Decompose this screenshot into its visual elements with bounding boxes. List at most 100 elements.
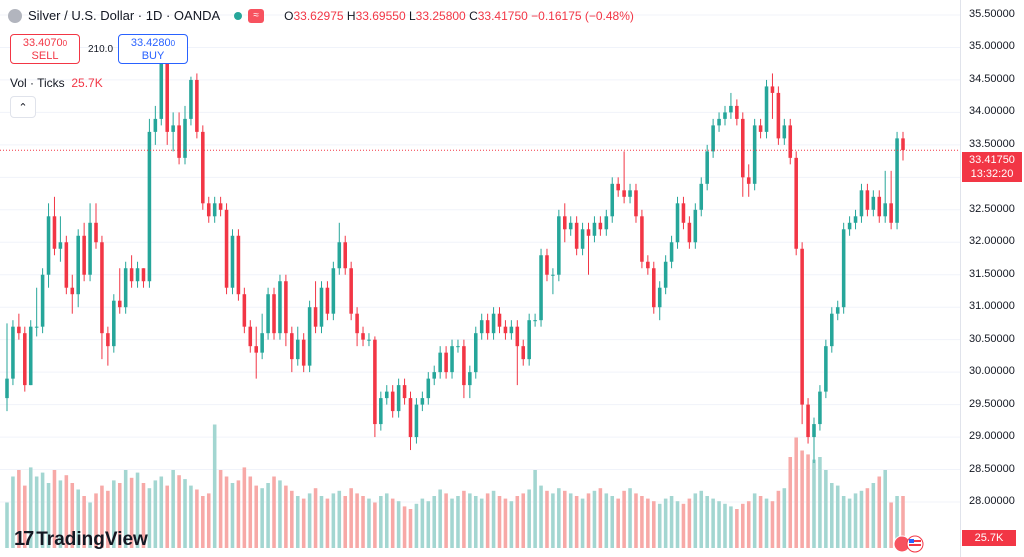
volume-bar (741, 503, 745, 548)
volume-bar (106, 490, 110, 548)
price-chart[interactable] (0, 0, 960, 557)
candle (663, 255, 668, 295)
candle-body (462, 346, 466, 386)
candle (562, 203, 567, 243)
candle (652, 261, 656, 314)
volume-bar (355, 493, 359, 548)
current-price-label: 33.41750 13:32:20 (962, 152, 1022, 182)
candle (847, 216, 852, 236)
volume-bar (349, 488, 353, 548)
candle-body (236, 235, 241, 295)
candle-body (367, 339, 371, 341)
volume-bar (533, 470, 537, 548)
candle-body (497, 313, 502, 327)
candle (853, 209, 858, 230)
candle-body (272, 294, 276, 334)
volume-bar (503, 498, 508, 548)
candle (877, 190, 882, 223)
volume-bar (313, 488, 318, 548)
candle (206, 196, 211, 223)
candle (171, 112, 175, 152)
candle-body (812, 424, 816, 438)
candle-body (159, 60, 164, 119)
candle-body (669, 242, 674, 262)
price-axis[interactable]: 35.50000 35.00000 34.50000 34.00000 33.50000… (960, 0, 1024, 557)
candle-body (568, 222, 573, 230)
candle (367, 333, 371, 347)
buy-price-small: 0 (170, 39, 176, 48)
candle-body (266, 294, 270, 334)
volume-bar (746, 501, 751, 548)
volume-bar (337, 490, 342, 548)
volume-bar (509, 501, 514, 548)
collapse-legend-button[interactable]: ⌃ (10, 96, 36, 118)
volume-bar (788, 457, 793, 548)
volume-legend[interactable]: Vol · Ticks 25.7K (10, 76, 103, 90)
candle-body (34, 326, 39, 328)
volume-bar (384, 493, 389, 548)
candle (343, 235, 348, 275)
volume-bar (592, 490, 597, 548)
candle (533, 313, 537, 327)
buy-button[interactable]: 33.42800 BUY (118, 34, 188, 64)
volume-bar (367, 498, 371, 548)
open-label: O (284, 8, 294, 23)
volume-bar (52, 470, 57, 548)
candle (770, 73, 775, 119)
volume-bar (794, 437, 798, 548)
candle (521, 339, 526, 366)
candle (414, 398, 419, 444)
price-tick-label: 30.00000 (969, 365, 1015, 378)
alert-icon[interactable]: ≈ (248, 8, 265, 23)
candle-body (254, 346, 258, 353)
price-tick-label: 28.00000 (969, 495, 1015, 507)
candle (586, 222, 591, 275)
candle (242, 287, 247, 334)
close-label: C (469, 8, 478, 23)
candle-body (705, 151, 709, 184)
candle-body (331, 268, 336, 314)
volume-bar (604, 493, 609, 548)
candle-body (628, 190, 632, 197)
candle-body (112, 300, 116, 347)
candle-body (847, 222, 852, 230)
candle-body (818, 391, 822, 425)
volume-bar (764, 498, 769, 548)
candle (272, 287, 276, 340)
candle (284, 274, 288, 347)
candle-body (355, 313, 359, 334)
candle-body (652, 268, 656, 308)
candle-body (580, 229, 585, 249)
candle (794, 151, 798, 256)
candle (450, 339, 454, 379)
volume-bar (40, 472, 45, 548)
candle (758, 118, 763, 139)
volume-bar (183, 479, 187, 548)
candle (254, 326, 258, 379)
volume-bar (580, 498, 585, 548)
candle (545, 248, 549, 282)
symbol-title[interactable]: Silver / U.S. Dollar · 1D · OANDA (28, 8, 221, 23)
price-tick-label: 34.50000 (969, 72, 1015, 85)
candle (100, 235, 104, 360)
candle-body (325, 287, 330, 314)
candle (153, 105, 158, 145)
candle-body (723, 112, 727, 119)
candle (865, 183, 870, 217)
candle (379, 391, 383, 431)
candle-body (782, 125, 787, 139)
candle (610, 177, 615, 223)
tradingview-logo[interactable]: 17 TradingView (14, 528, 148, 551)
volume-bar (444, 493, 448, 548)
volume-bar (450, 498, 454, 548)
volume-bar (135, 472, 140, 548)
candle (598, 216, 603, 236)
candle-body (290, 333, 294, 360)
candle (782, 118, 787, 145)
brand-name: TradingView (36, 528, 148, 550)
candle-body (307, 307, 312, 366)
candle (503, 320, 508, 340)
sell-button[interactable]: 33.40700 SELL (10, 34, 80, 64)
candle-body (319, 287, 324, 327)
candle-body (711, 125, 715, 152)
